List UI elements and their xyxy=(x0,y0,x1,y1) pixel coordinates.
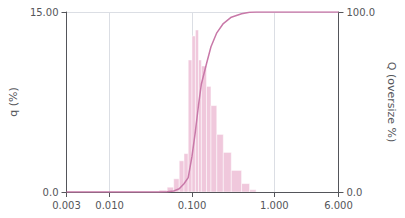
svg-text:15.00: 15.00 xyxy=(30,7,59,18)
svg-text:0.100: 0.100 xyxy=(178,200,207,211)
svg-text:6.000: 6.000 xyxy=(324,200,353,211)
svg-text:q (%): q (%) xyxy=(7,87,20,117)
svg-text:100.0: 100.0 xyxy=(346,7,375,18)
svg-text:0.0: 0.0 xyxy=(346,187,362,198)
svg-text:0.003: 0.003 xyxy=(52,200,81,211)
svg-text:0.010: 0.010 xyxy=(95,200,124,211)
svg-text:1.000: 1.000 xyxy=(260,200,289,211)
svg-text:0.0: 0.0 xyxy=(43,187,59,198)
svg-text:Q (oversize %): Q (oversize %) xyxy=(385,62,398,143)
